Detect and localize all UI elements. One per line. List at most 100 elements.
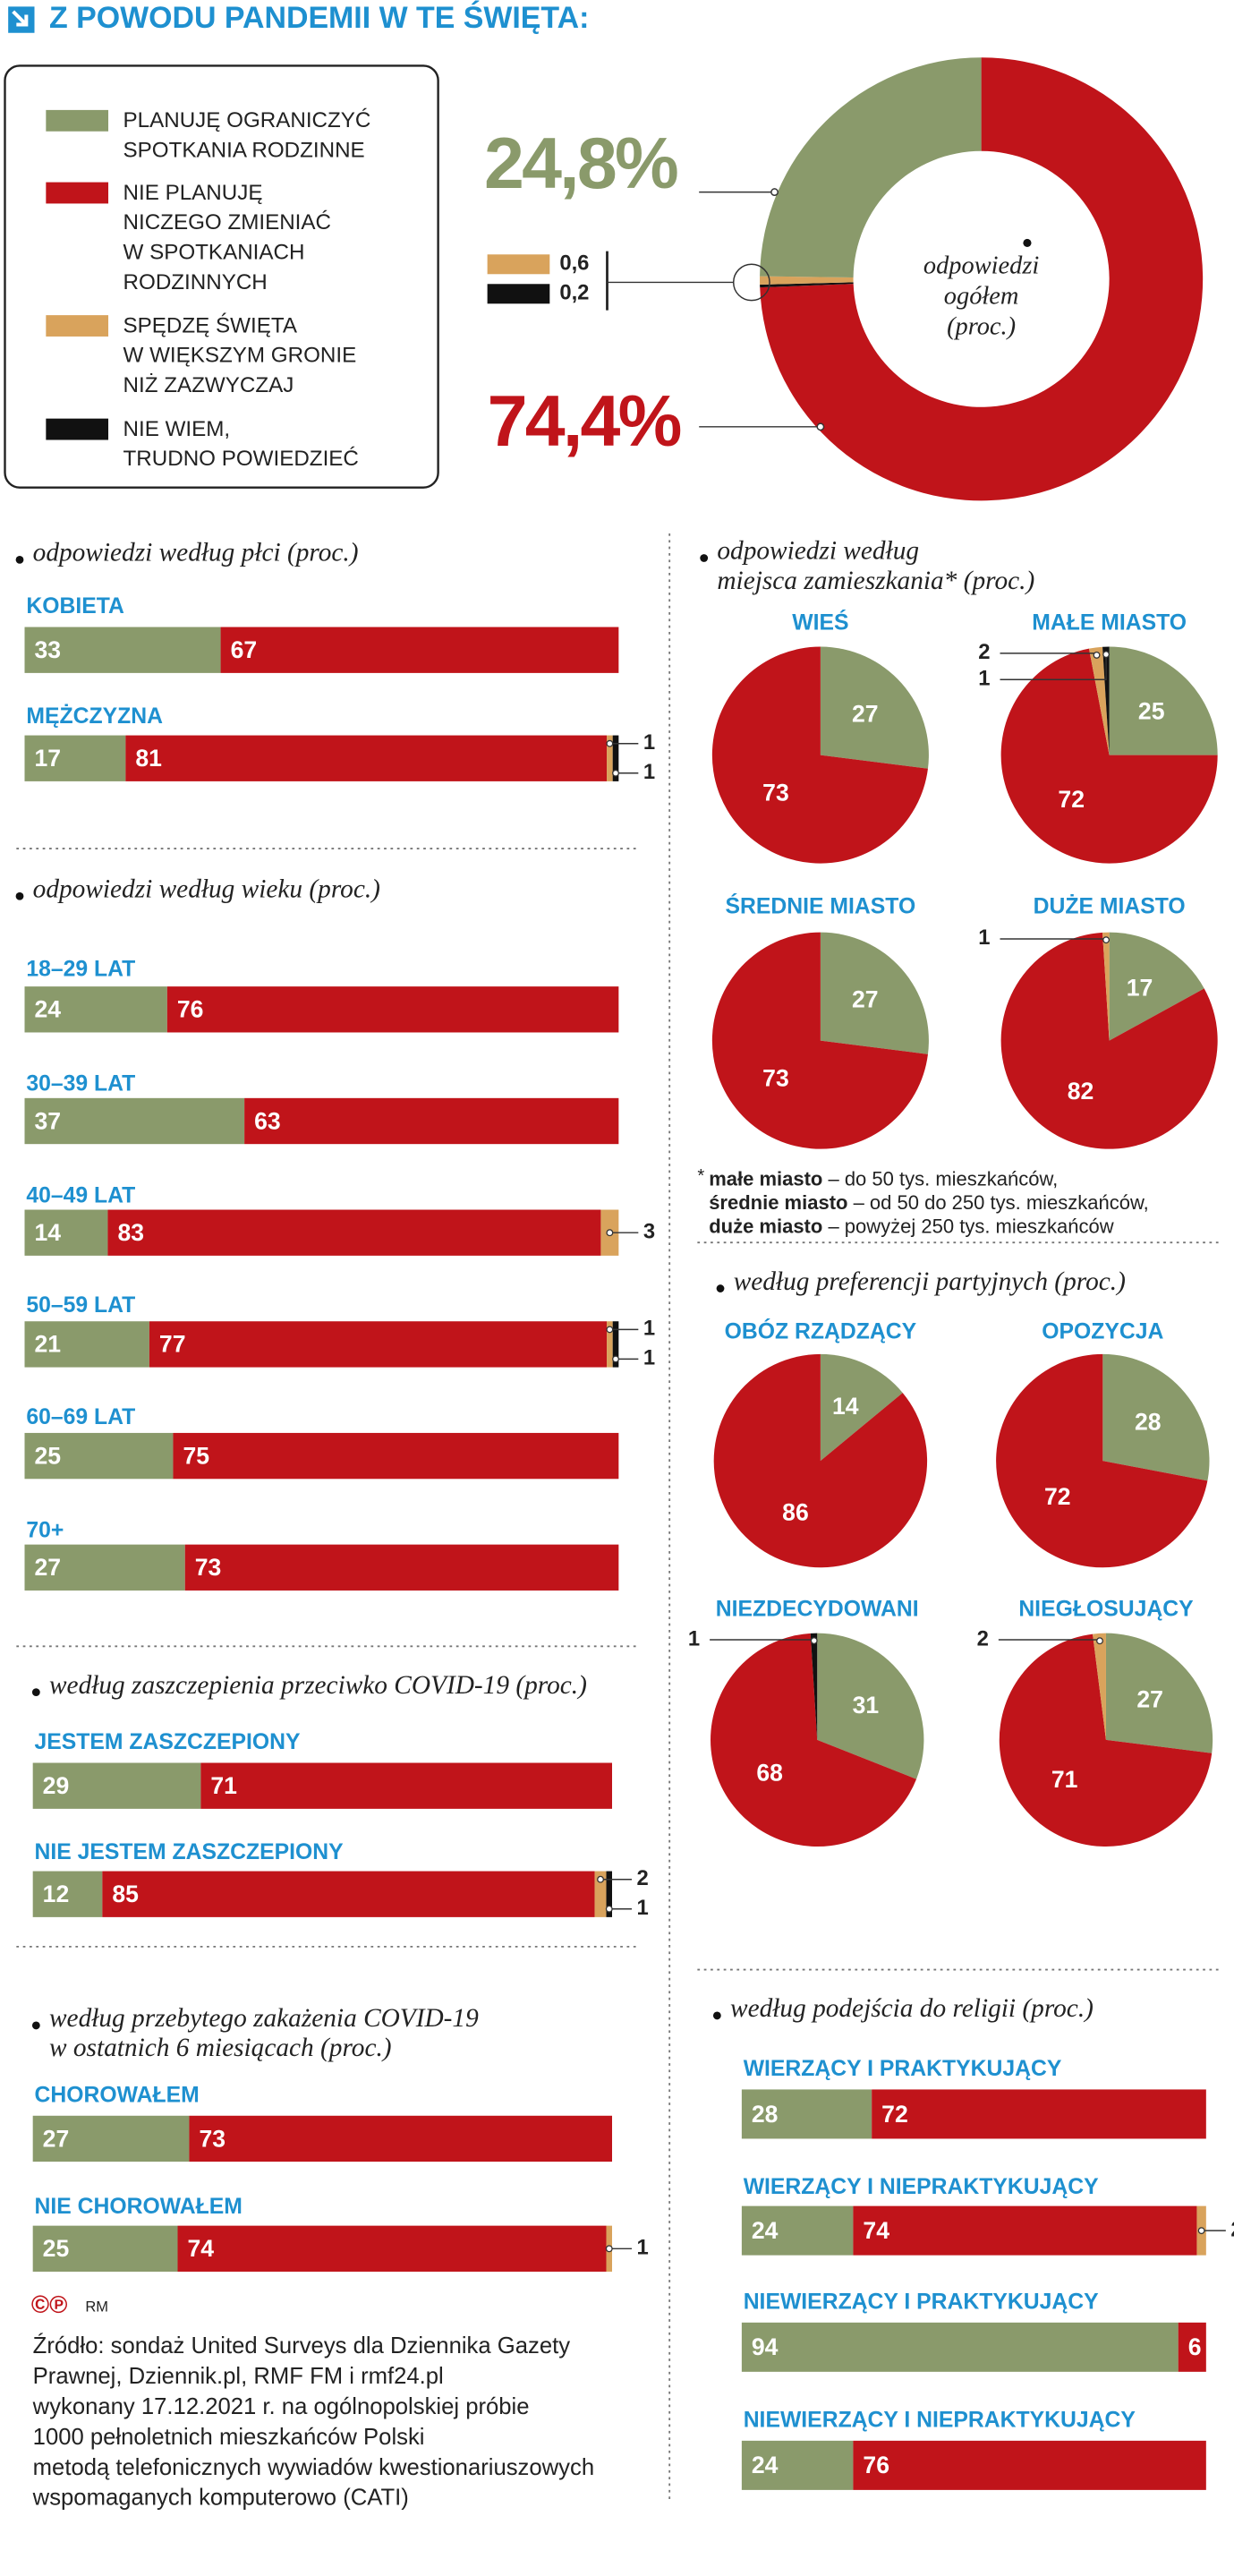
value-label: 76 bbox=[177, 996, 204, 1023]
value-label: 72 bbox=[1044, 1483, 1071, 1510]
row-label: 50–59 LAT bbox=[26, 1293, 135, 1318]
title-bullet bbox=[15, 891, 24, 900]
pie-label: OPOZYCJA bbox=[1042, 1320, 1163, 1344]
value-label: 25 bbox=[43, 2235, 70, 2262]
row-label: 30–39 LAT bbox=[26, 1072, 135, 1096]
value-label: 24,8% bbox=[484, 124, 677, 204]
pie-segment bbox=[820, 1353, 903, 1462]
bar-segment bbox=[607, 1321, 613, 1368]
value-label: 29 bbox=[43, 1772, 70, 1799]
center-text: (proc.) bbox=[947, 312, 1016, 340]
bar-segment bbox=[24, 627, 221, 673]
value-label: 72 bbox=[1058, 786, 1085, 813]
leader-dot bbox=[605, 2245, 613, 2253]
pie-label: ŚREDNIE MIASTO bbox=[726, 894, 916, 919]
value-label: 3 bbox=[643, 1219, 655, 1243]
value-label: 17 bbox=[1127, 974, 1153, 1001]
leader-dot bbox=[770, 188, 779, 196]
footnote-line: duże miasto – powyżej 250 tys. mieszkańc… bbox=[709, 1215, 1114, 1238]
row-label: WIERZĄCY I PRAKTYKUJĄCY bbox=[744, 2057, 1062, 2081]
value-label: 77 bbox=[159, 1331, 186, 1358]
leader-dot bbox=[816, 422, 825, 431]
legend-label: TRUDNO POWIEDZIEĆ bbox=[123, 447, 359, 471]
value-label: 74,4% bbox=[488, 381, 681, 462]
credit: RM bbox=[85, 2299, 108, 2316]
bar-segment bbox=[741, 2440, 854, 2490]
value-label: 27 bbox=[1136, 1686, 1163, 1713]
bar-segment bbox=[102, 1871, 595, 1917]
pie-segment bbox=[711, 1633, 917, 1847]
value-label: 1 bbox=[643, 760, 655, 784]
value-label: 82 bbox=[1068, 1078, 1094, 1105]
bar-segment bbox=[32, 1762, 201, 1809]
value-label: 73 bbox=[762, 780, 789, 806]
bar-segment bbox=[24, 1097, 245, 1145]
pie-segment bbox=[711, 646, 928, 864]
row-label: 60–69 LAT bbox=[26, 1405, 135, 1429]
pie-label: OBÓZ RZĄDZĄCY bbox=[725, 1319, 917, 1344]
value-label: 1 bbox=[688, 1626, 700, 1651]
footnote-bold: średnie miasto bbox=[709, 1191, 847, 1214]
bar-segment bbox=[32, 1871, 103, 1917]
leader-dot bbox=[612, 1355, 619, 1363]
row-label: 18–29 LAT bbox=[26, 957, 135, 981]
value-label: 14 bbox=[832, 1393, 859, 1420]
row-label: NIEWIERZĄCY I PRAKTYKUJĄCY bbox=[744, 2290, 1099, 2314]
legend-label: NIE PLANUJĘ bbox=[123, 181, 263, 205]
bar-segment bbox=[24, 986, 167, 1033]
section-title: według zaszczepienia przeciwko COVID-19 … bbox=[49, 1671, 587, 1700]
footnote-bold: duże miasto bbox=[709, 1215, 822, 1238]
bar-segment bbox=[125, 735, 608, 781]
value-label: 1 bbox=[643, 1317, 655, 1341]
value-label: 85 bbox=[112, 1881, 139, 1907]
value-label: 2 bbox=[1230, 2217, 1234, 2241]
value-label: 28 bbox=[752, 2101, 779, 2128]
bar-segment bbox=[107, 1209, 601, 1256]
bar-segment bbox=[853, 2440, 1206, 2490]
row-label: NIE JESTEM ZASZCZEPIONY bbox=[35, 1840, 345, 1864]
leader-dot bbox=[612, 769, 619, 777]
section-title: według przebytego zakażenia COVID-19 bbox=[49, 2004, 479, 2033]
pie-segment bbox=[810, 1633, 818, 1740]
leader-dot bbox=[606, 739, 614, 747]
source-line: wspomaganych komputerowo (CATI) bbox=[32, 2486, 409, 2511]
footnote-mark: * bbox=[697, 1166, 704, 1186]
legend-swatch bbox=[487, 254, 550, 275]
value-label: 94 bbox=[752, 2333, 779, 2360]
section-title: według preferencji partyjnych (proc.) bbox=[734, 1267, 1126, 1296]
legend-box bbox=[4, 64, 439, 489]
source-line: Prawnej, Dziennik.pl, RMF FM i rmf24.pl bbox=[33, 2364, 444, 2389]
value-label: 6 bbox=[1188, 2333, 1202, 2360]
pie-segment bbox=[1093, 1633, 1106, 1740]
legend-swatch bbox=[46, 418, 109, 440]
title-bullet bbox=[31, 1688, 40, 1697]
pie-segment bbox=[820, 932, 929, 1054]
value-label: 0,2 bbox=[559, 281, 589, 305]
legend-label: SPOTKANIA RODZINNE bbox=[123, 139, 365, 163]
value-label: 27 bbox=[35, 1554, 62, 1581]
footnote-bold: małe miasto bbox=[709, 1167, 822, 1190]
row-label: MĘŻCZYZNA bbox=[26, 704, 163, 729]
value-label: 21 bbox=[35, 1331, 62, 1358]
legend-swatch bbox=[487, 284, 550, 304]
row-label: 70+ bbox=[26, 1518, 64, 1542]
bar-segment bbox=[32, 2115, 190, 2162]
bar-segment bbox=[606, 1871, 612, 1917]
value-label: 37 bbox=[35, 1107, 62, 1134]
header-arrow bbox=[12, 10, 29, 27]
value-label: 24 bbox=[752, 2452, 779, 2478]
legend-label: SPĘDZĘ ŚWIĘTA bbox=[123, 312, 298, 337]
source-line: 1000 pełnoletnich mieszkańców Polski bbox=[33, 2425, 425, 2450]
value-label: 17 bbox=[35, 745, 62, 772]
bar-segment bbox=[244, 1097, 619, 1145]
value-label: 2 bbox=[637, 1866, 649, 1890]
donut-segment bbox=[760, 57, 982, 277]
leader-dot bbox=[1096, 1637, 1103, 1645]
value-label: 24 bbox=[752, 2217, 779, 2244]
value-label: 75 bbox=[183, 1442, 209, 1469]
legend-label: NIŻ ZAZWYCZAJ bbox=[123, 373, 294, 397]
donut-segment bbox=[760, 282, 854, 288]
value-label: 67 bbox=[231, 636, 258, 663]
value-label: 31 bbox=[853, 1692, 880, 1719]
value-label: 2 bbox=[977, 1626, 989, 1651]
